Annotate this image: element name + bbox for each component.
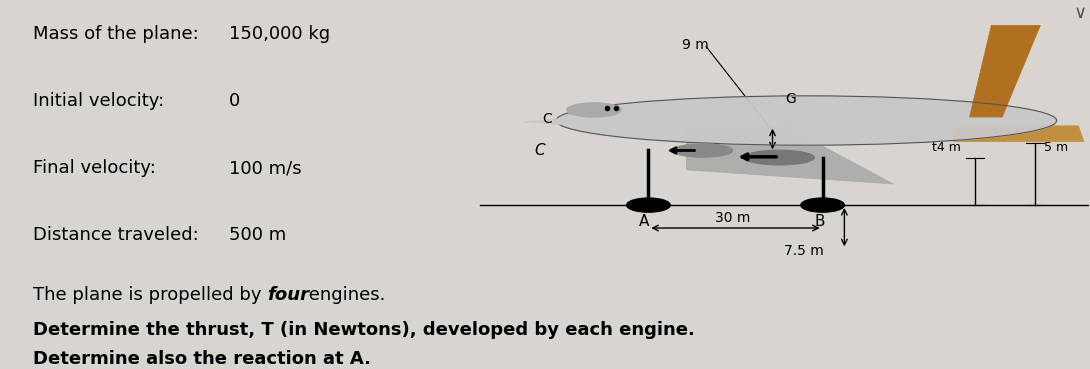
Text: Final velocity:: Final velocity:: [34, 159, 156, 177]
Ellipse shape: [567, 103, 621, 117]
Text: 5 m: 5 m: [1043, 141, 1068, 154]
Text: 150,000 kg: 150,000 kg: [229, 25, 330, 44]
Text: The plane is propelled by: The plane is propelled by: [34, 286, 268, 304]
Text: G: G: [786, 92, 797, 106]
Text: A: A: [639, 214, 650, 229]
Circle shape: [627, 198, 670, 212]
Text: C: C: [543, 112, 552, 126]
Ellipse shape: [673, 144, 732, 157]
Text: Determine the thrust, T (in Newtons), developed by each engine.: Determine the thrust, T (in Newtons), de…: [34, 321, 695, 339]
Text: 9 m: 9 m: [682, 38, 708, 52]
Ellipse shape: [556, 96, 1056, 145]
Text: 30 m: 30 m: [715, 210, 750, 224]
Text: 0: 0: [229, 92, 241, 110]
Text: B: B: [814, 214, 824, 229]
Text: four: four: [267, 286, 310, 304]
Text: Mass of the plane:: Mass of the plane:: [34, 25, 199, 44]
Polygon shape: [954, 126, 1083, 142]
Text: Distance traveled:: Distance traveled:: [34, 226, 199, 244]
Text: ∨: ∨: [1074, 4, 1087, 22]
Text: t4 m: t4 m: [932, 141, 961, 154]
Polygon shape: [687, 126, 894, 184]
Text: Initial velocity:: Initial velocity:: [34, 92, 165, 110]
Text: C: C: [534, 144, 545, 158]
Text: 7.5 m: 7.5 m: [784, 244, 824, 258]
Circle shape: [801, 198, 845, 212]
Ellipse shape: [743, 150, 814, 165]
Polygon shape: [970, 25, 1040, 117]
Text: 500 m: 500 m: [229, 226, 287, 244]
Polygon shape: [523, 117, 578, 126]
Text: Determine also the reaction at A.: Determine also the reaction at A.: [34, 349, 372, 368]
Text: 100 m/s: 100 m/s: [229, 159, 302, 177]
Text: engines.: engines.: [303, 286, 386, 304]
